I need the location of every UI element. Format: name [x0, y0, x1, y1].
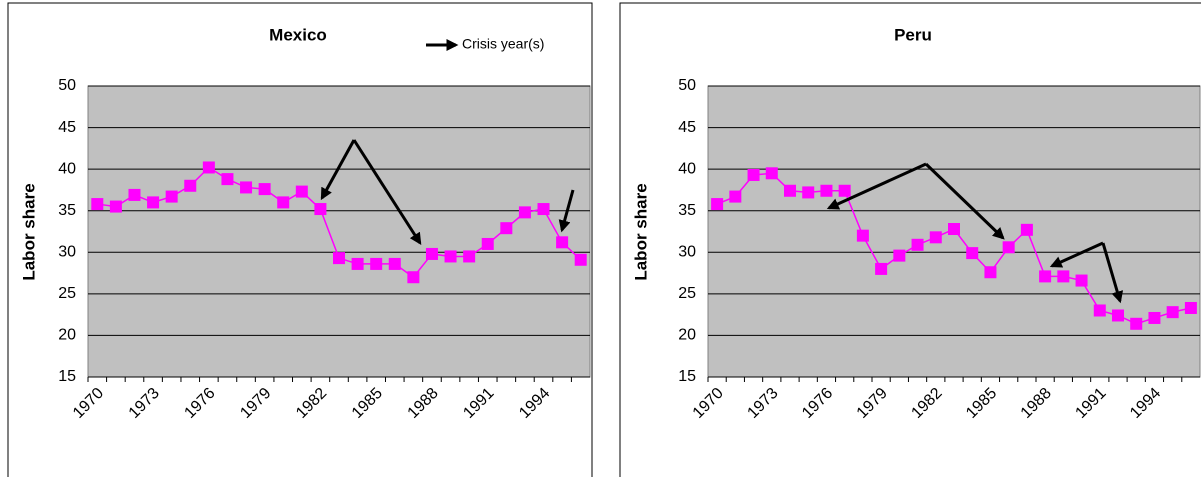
- x-tick-label: 1976: [181, 385, 218, 422]
- y-tick-label: 35: [58, 202, 76, 219]
- y-tick-label: 50: [58, 77, 76, 94]
- data-point: [425, 247, 438, 260]
- data-point: [444, 250, 457, 263]
- panel-border: [619, 2, 1201, 477]
- plot-area: [87, 85, 591, 378]
- y-tick-label: 35: [678, 202, 696, 219]
- data-point: [277, 196, 290, 209]
- data-point: [184, 179, 197, 192]
- y-tick-label: 20: [678, 327, 696, 344]
- data-point: [856, 229, 869, 242]
- y-tick-label: 40: [58, 160, 76, 177]
- x-tick-label: 1988: [405, 385, 442, 422]
- y-tick-label: 25: [678, 285, 696, 302]
- data-point: [966, 247, 979, 260]
- y-tick-label: 30: [678, 244, 696, 261]
- annotation-arrows: [320, 39, 1124, 304]
- x-tick-label: 1970: [690, 385, 727, 422]
- data-point: [802, 186, 815, 199]
- data-point: [537, 203, 550, 216]
- data-point: [500, 222, 513, 235]
- data-point: [258, 183, 271, 196]
- data-point: [388, 257, 401, 270]
- data-point: [984, 266, 997, 279]
- x-tick-label: 1973: [744, 385, 781, 422]
- data-point: [838, 184, 851, 197]
- x-tick-label: 1982: [293, 385, 330, 422]
- data-point: [295, 185, 308, 198]
- x-tick-label: 1979: [854, 385, 891, 422]
- chart-title: Mexico: [269, 25, 327, 44]
- y-tick-label: 50: [678, 77, 696, 94]
- data-point: [333, 252, 345, 265]
- data-point: [1184, 301, 1197, 314]
- data-point: [351, 257, 364, 270]
- data-point: [765, 167, 778, 180]
- legend-label: Crisis year(s): [462, 36, 544, 52]
- chart-title: Peru: [894, 25, 932, 44]
- data-point: [747, 168, 760, 181]
- x-tick-label: 1970: [70, 385, 107, 422]
- data-point: [1148, 311, 1161, 324]
- y-tick-label: 30: [58, 244, 76, 261]
- x-tick-label: 1985: [349, 385, 386, 422]
- y-axis-label: Labor share: [631, 183, 650, 280]
- data-point: [147, 196, 160, 209]
- data-point: [407, 271, 420, 284]
- y-tick-label: 15: [58, 368, 76, 385]
- data-point: [820, 184, 833, 197]
- y-tick-label: 45: [678, 119, 696, 136]
- x-tick-label: 1991: [460, 385, 497, 422]
- x-tick-label: 1985: [963, 385, 1000, 422]
- data-point: [911, 238, 924, 251]
- data-point: [784, 184, 796, 197]
- data-point: [128, 188, 141, 201]
- y-tick-label: 25: [58, 285, 76, 302]
- data-point: [1039, 270, 1052, 283]
- x-tick-label: 1988: [1018, 385, 1055, 422]
- data-point: [729, 190, 742, 203]
- panel-border: [7, 2, 593, 477]
- data-point: [1093, 304, 1106, 317]
- data-point: [1130, 317, 1143, 330]
- data-point: [929, 231, 942, 244]
- data-point: [893, 249, 906, 262]
- data-point: [370, 257, 383, 270]
- data-point: [221, 173, 234, 186]
- data-point: [1075, 274, 1088, 287]
- x-tick-label: 1994: [1127, 385, 1164, 422]
- data-point: [711, 198, 724, 211]
- x-tick-label: 1994: [516, 385, 553, 422]
- data-point: [556, 236, 569, 249]
- y-tick-label: 15: [678, 368, 696, 385]
- data-point: [574, 253, 587, 266]
- data-point: [109, 200, 122, 213]
- data-point: [1166, 306, 1179, 319]
- y-tick-label: 40: [678, 160, 696, 177]
- data-point: [314, 203, 327, 216]
- data-point: [240, 181, 253, 194]
- y-axis-label: Labor share: [19, 183, 38, 280]
- x-tick-label: 1973: [126, 385, 163, 422]
- data-point: [1020, 223, 1033, 236]
- data-point: [165, 190, 178, 203]
- x-tick-label: 1982: [908, 385, 945, 422]
- y-tick-label: 20: [58, 327, 76, 344]
- data-point: [202, 161, 215, 174]
- data-point: [463, 250, 476, 263]
- x-tick-label: 1991: [1072, 385, 1109, 422]
- data-point: [518, 206, 531, 219]
- y-tick-label: 45: [58, 119, 76, 136]
- data-point: [481, 237, 494, 250]
- data-point: [875, 262, 888, 275]
- data-point: [1112, 309, 1124, 322]
- x-tick-label: 1976: [799, 385, 836, 422]
- data-point: [91, 198, 104, 211]
- data-point: [1057, 270, 1070, 283]
- data-point: [1002, 241, 1015, 254]
- x-tick-label: 1979: [237, 385, 274, 422]
- data-point: [948, 223, 960, 236]
